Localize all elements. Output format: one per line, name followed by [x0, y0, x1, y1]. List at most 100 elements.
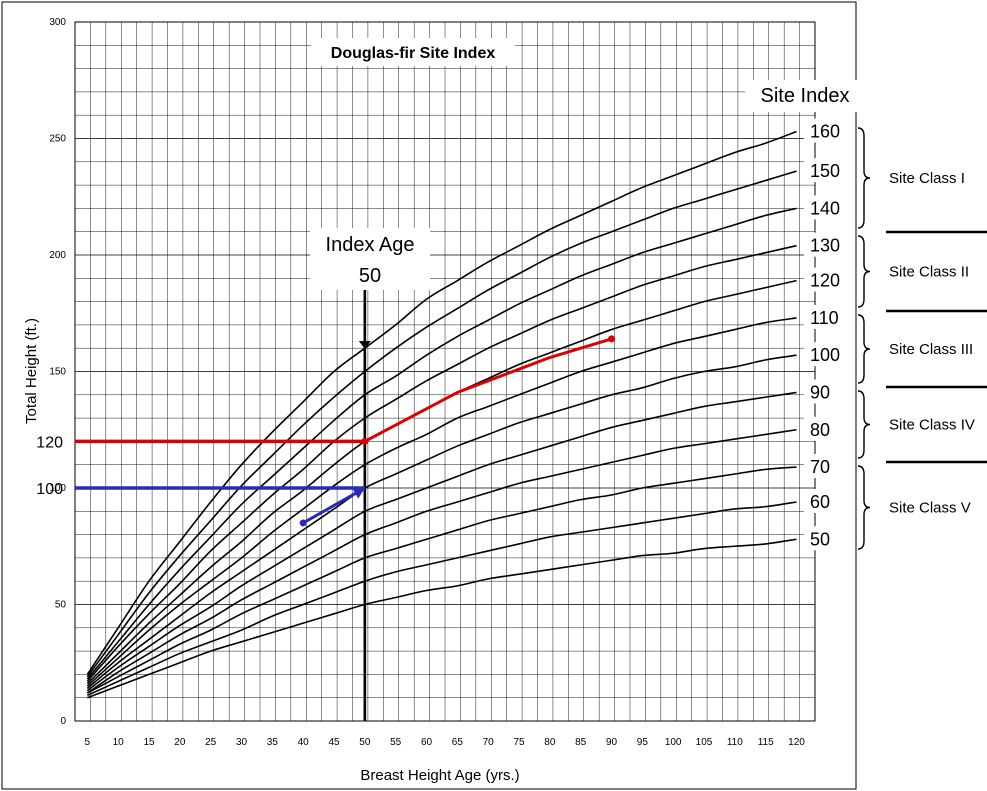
site-index-label-110: 110	[810, 308, 839, 328]
x-tick-label: 75	[513, 737, 525, 748]
site-class-label: Site Class IV	[889, 417, 975, 434]
y-tick-label: 50	[55, 600, 67, 611]
y-tick-label: 250	[49, 134, 66, 145]
x-tick-label: 45	[328, 737, 340, 748]
site-index-labels: 160 150 140 130 120 110 100 90 80 70 60 50	[804, 118, 852, 551]
x-tick-label: 120	[788, 737, 805, 748]
x-tick-label: 30	[236, 737, 248, 748]
site-class-label: Site Class V	[889, 500, 971, 517]
x-tick-label: 100	[665, 737, 682, 748]
site-index-curve-140	[86, 207, 797, 680]
x-tick-label: 60	[421, 737, 433, 748]
chart-frame	[1, 1, 857, 790]
site-index-label-70: 70	[810, 457, 830, 477]
site-class-label: Site Class II	[889, 264, 969, 281]
site-index-label-background	[804, 454, 852, 479]
site-index-label-background	[804, 232, 852, 257]
x-tick-label: 110	[727, 737, 743, 748]
y-tick-label: 100	[49, 483, 66, 494]
site-index-curve-60	[87, 501, 797, 697]
site-index-label-background	[804, 304, 852, 329]
x-tick-label: 80	[544, 737, 556, 748]
site-class-background	[858, 118, 987, 558]
example-path-1	[302, 486, 366, 525]
site-index-label-140: 140	[810, 198, 840, 218]
site-index-header-box: Site Index	[745, 80, 857, 112]
index-age-annotation: Index Age 50	[310, 228, 430, 290]
x-tick-label: 10	[113, 737, 125, 748]
index-age-label: Index Age	[326, 234, 415, 256]
x-tick-label: 50	[359, 737, 371, 748]
x-tick-label: 90	[606, 737, 618, 748]
site-index-header-background	[745, 80, 857, 112]
site-class-label: Site Class III	[889, 341, 973, 358]
x-tick-label: 5	[85, 737, 91, 748]
site-index-label-background	[804, 342, 852, 367]
axis-ticks: 5 10 15 20 25 30 35 40 45 50 55 60 65 70 75 80 85 90 95 100…	[49, 17, 805, 748]
y-tick-label: 200	[49, 250, 66, 261]
site-index-label-100: 100	[810, 345, 840, 365]
y-axis-title: Total Height (ft.)	[23, 318, 40, 424]
example-path-end-dot	[608, 335, 615, 343]
y-tick-label: 300	[49, 17, 66, 28]
x-tick-label: 70	[483, 737, 495, 748]
site-index-header: Site Index	[761, 85, 850, 107]
reference-label-120: 120	[36, 434, 63, 451]
index-age-value: 50	[359, 265, 381, 287]
x-tick-label: 55	[390, 737, 402, 748]
site-index-label-60: 60	[810, 492, 830, 512]
site-class-brace	[857, 465, 871, 550]
x-tick-label: 40	[298, 737, 310, 748]
site-index-label-50: 50	[810, 529, 830, 549]
index-age-background	[310, 228, 430, 290]
site-index-label-background	[804, 416, 852, 441]
site-index-curve-150	[86, 170, 797, 678]
site-index-label-150: 150	[810, 161, 840, 181]
example-path-start-dot	[299, 519, 307, 527]
site-index-label-background	[804, 379, 852, 404]
site-index-curve-90	[86, 391, 797, 692]
example-path-start-dot	[361, 437, 369, 445]
site-index-label-background	[804, 267, 852, 292]
y-tick-label: 0	[60, 716, 66, 727]
site-index-curve-110	[86, 317, 797, 687]
chart-title: Douglas-fir Site Index	[331, 45, 496, 62]
site-index-curve-130	[86, 244, 797, 682]
plot-area-border	[74, 21, 816, 722]
x-tick-label: 20	[174, 737, 186, 748]
site-index-curve-80	[86, 428, 797, 694]
x-tick-label: 105	[696, 737, 713, 748]
x-tick-label: 65	[452, 737, 464, 748]
site-index-label-90: 90	[810, 382, 830, 402]
site-index-label-160: 160	[810, 122, 840, 142]
x-tick-label: 95	[637, 737, 649, 748]
site-index-label-background	[804, 488, 852, 513]
x-tick-label: 15	[143, 737, 155, 748]
reference-lines: 120 100	[36, 290, 615, 721]
site-index-label-background	[804, 118, 852, 143]
site-index-curve-100	[86, 354, 797, 689]
site-index-label-120: 120	[810, 271, 840, 291]
x-tick-label: 115	[758, 737, 774, 748]
index-age-arrowhead	[358, 341, 371, 349]
reference-label-100: 100	[36, 481, 63, 498]
site-class-brace	[857, 390, 871, 459]
site-class-brace	[857, 235, 871, 308]
site-index-label-background	[804, 526, 852, 551]
x-tick-label: 85	[575, 737, 587, 748]
chart-title-background	[311, 38, 515, 66]
site-class-brace	[857, 314, 871, 384]
y-tick-label: 150	[49, 367, 66, 378]
site-index-curve-50	[87, 538, 797, 699]
x-tick-label: 35	[267, 737, 279, 748]
example-arrowhead	[352, 488, 365, 499]
x-tick-label: 25	[205, 737, 217, 748]
site-index-curve-160	[86, 130, 797, 675]
site-index-label-80: 80	[810, 420, 830, 440]
chart-title-box: Douglas-fir Site Index	[311, 38, 515, 66]
site-index-label-130: 130	[810, 236, 840, 256]
site-index-label-background	[804, 195, 852, 220]
site-index-label-background	[804, 158, 852, 183]
site-index-curve-70	[86, 466, 797, 694]
